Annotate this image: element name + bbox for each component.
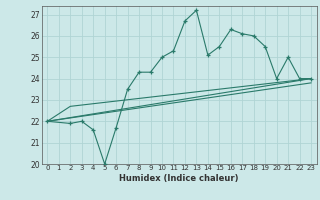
- X-axis label: Humidex (Indice chaleur): Humidex (Indice chaleur): [119, 174, 239, 183]
